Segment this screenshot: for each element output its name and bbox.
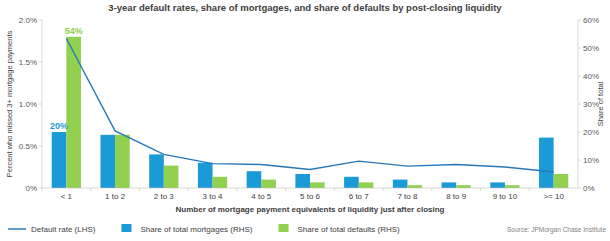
y2-tick bbox=[578, 104, 581, 105]
y-tick bbox=[39, 104, 42, 105]
x-tick-label: 2 to 3 bbox=[154, 192, 175, 201]
data-labels: 20% 54% bbox=[50, 26, 83, 131]
x-tick-label: 6 to 7 bbox=[349, 192, 370, 201]
legend-swatch bbox=[8, 228, 26, 230]
bar bbox=[66, 37, 81, 188]
y2-tick bbox=[578, 48, 581, 49]
line bbox=[66, 38, 553, 172]
chart: 3-year default rates, share of mortgages… bbox=[0, 0, 610, 241]
bar bbox=[442, 182, 457, 188]
x-tick-label: 7 to 8 bbox=[397, 192, 418, 201]
bar bbox=[554, 174, 569, 188]
y-tick-label: 1.5% bbox=[19, 58, 37, 67]
source: Source: JPMorgan Chase Institute bbox=[507, 226, 606, 234]
x-tick bbox=[42, 188, 43, 191]
bar bbox=[407, 185, 422, 188]
legend-label: Share of total defaults (RHS) bbox=[298, 225, 401, 234]
y-axis-title: Percent who missed 3+ mortgage payments bbox=[5, 30, 14, 177]
bar bbox=[247, 171, 262, 188]
y2-tick bbox=[578, 76, 581, 77]
y2-tick bbox=[578, 132, 581, 133]
data-label: 54% bbox=[65, 26, 83, 36]
bar bbox=[100, 135, 115, 188]
x-tick bbox=[90, 188, 91, 191]
y-tick-label: 1.0% bbox=[19, 100, 37, 109]
y2-tick-label: 0% bbox=[583, 184, 595, 193]
y2-tick-label: 20% bbox=[583, 128, 599, 137]
bar bbox=[393, 180, 408, 188]
title: 3-year default rates, share of mortgages… bbox=[108, 2, 502, 13]
legend-swatch bbox=[279, 224, 289, 232]
y-tick bbox=[39, 188, 42, 189]
data-label: 20% bbox=[50, 121, 68, 131]
x-tick bbox=[383, 188, 384, 191]
x-tick bbox=[188, 188, 189, 191]
x-axis bbox=[42, 188, 578, 189]
y2-tick bbox=[578, 20, 581, 21]
x-tick bbox=[431, 188, 432, 191]
legend-label: Share of total mortgages (RHS) bbox=[140, 225, 252, 234]
x-tick bbox=[334, 188, 335, 191]
x-tick bbox=[236, 188, 237, 191]
bar bbox=[490, 182, 505, 188]
bar bbox=[164, 166, 179, 188]
y-tick bbox=[39, 62, 42, 63]
x-tick bbox=[480, 188, 481, 191]
bar bbox=[456, 185, 471, 188]
x-tick-label: 3 to 4 bbox=[203, 192, 224, 201]
bar bbox=[115, 135, 130, 188]
plot-area bbox=[52, 37, 569, 188]
x-tick bbox=[139, 188, 140, 191]
bar bbox=[359, 182, 374, 188]
y-tick bbox=[39, 146, 42, 147]
bar bbox=[539, 138, 554, 188]
x-tick-label: 5 to 6 bbox=[300, 192, 321, 201]
x-tick bbox=[285, 188, 286, 191]
y-tick-label: 2.0% bbox=[19, 16, 37, 25]
y2-tick-label: 10% bbox=[583, 156, 599, 165]
bar bbox=[52, 132, 67, 188]
bar bbox=[198, 163, 213, 188]
bar bbox=[213, 177, 228, 188]
bar bbox=[310, 182, 325, 188]
x-tick-label: 4 to 5 bbox=[251, 192, 272, 201]
x-tick bbox=[529, 188, 530, 191]
y2-tick bbox=[578, 188, 581, 189]
y2-tick-label: 60% bbox=[583, 16, 599, 25]
x-tick-label: 1 to 2 bbox=[105, 192, 126, 201]
x-tick-label: >= 10 bbox=[543, 192, 564, 201]
y-tick bbox=[39, 20, 42, 21]
bar bbox=[505, 185, 520, 188]
y-tick-label: 0.5% bbox=[19, 142, 37, 151]
x-tick-label: 8 to 9 bbox=[446, 192, 467, 201]
legend: Default rate (LHS) Share of total mortgag… bbox=[8, 224, 400, 234]
bar bbox=[149, 154, 164, 188]
y2-tick-label: 40% bbox=[583, 72, 599, 81]
bar bbox=[295, 174, 310, 188]
legend-swatch bbox=[121, 224, 131, 232]
x-axis-title: Number of mortgage payment equivalents o… bbox=[176, 205, 445, 214]
x-tick-label: < 1 bbox=[61, 192, 73, 201]
y2-axis-title: Share of total bbox=[596, 81, 605, 126]
y2-tick-label: 50% bbox=[583, 44, 599, 53]
x-tick-label: 9 to 10 bbox=[493, 192, 518, 201]
y-tick-label: 0% bbox=[25, 184, 37, 193]
y2-tick bbox=[578, 160, 581, 161]
bar bbox=[261, 180, 276, 188]
legend-label: Default rate (LHS) bbox=[31, 225, 96, 234]
bar bbox=[344, 177, 359, 188]
